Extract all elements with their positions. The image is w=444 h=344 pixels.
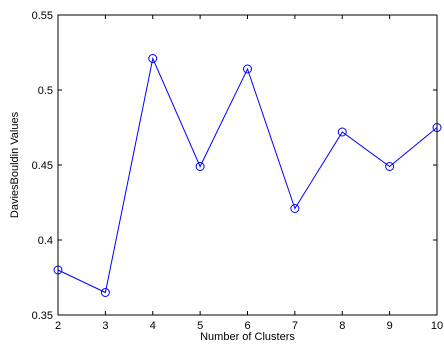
y-tick-label: 0.5 (38, 85, 53, 97)
data-point (337, 127, 347, 137)
y-tick-label: 0.4 (38, 235, 53, 247)
x-tick-label: 4 (150, 320, 156, 332)
data-point (243, 64, 252, 74)
x-tick-label: 10 (431, 320, 443, 332)
x-tick-label: 2 (55, 320, 61, 332)
x-tick-label: 6 (244, 320, 250, 332)
data-point (385, 162, 395, 171)
plot-frame (57, 14, 438, 316)
x-tick-label: 7 (292, 320, 298, 332)
y-tick-label: 0.35 (32, 310, 53, 322)
y-tick-label: 0.45 (32, 160, 53, 172)
y-tick-label: 0.55 (32, 10, 53, 22)
y-axis-label: DaviesBouldin Values (9, 111, 21, 218)
data-point (148, 54, 158, 63)
series-line (57, 56, 438, 294)
data-layer (53, 54, 442, 297)
data-point (290, 204, 300, 213)
x-tick-label: 9 (387, 320, 393, 332)
data-point (195, 162, 205, 171)
x-tick-label: 3 (102, 320, 108, 332)
x-axis-label: Number of Clusters (200, 331, 295, 343)
data-point (100, 288, 110, 297)
x-tick-label: 5 (197, 320, 203, 332)
x-tick-label: 8 (339, 320, 345, 332)
